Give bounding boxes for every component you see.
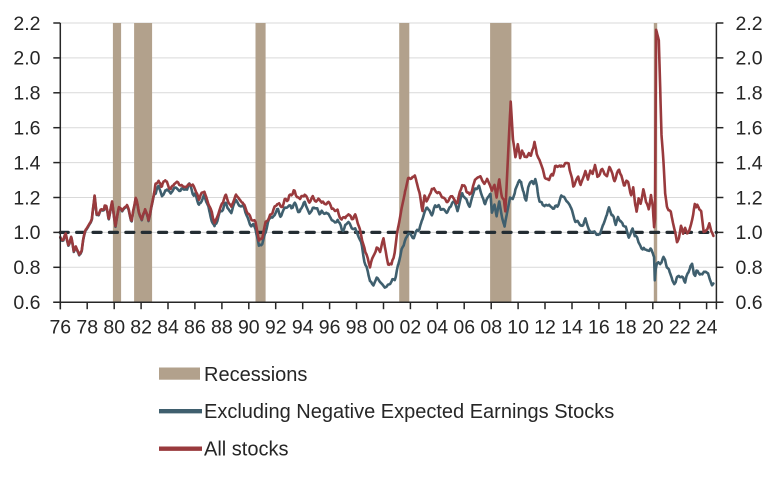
svg-text:86: 86 xyxy=(184,316,206,338)
svg-text:2.0: 2.0 xyxy=(736,48,763,70)
svg-text:14: 14 xyxy=(561,316,583,338)
svg-text:1.6: 1.6 xyxy=(736,118,763,140)
svg-text:0.6: 0.6 xyxy=(13,292,40,314)
svg-text:2.0: 2.0 xyxy=(13,48,40,70)
svg-text:Recessions: Recessions xyxy=(204,364,307,386)
svg-text:88: 88 xyxy=(211,316,233,338)
svg-text:1.6: 1.6 xyxy=(13,118,40,140)
svg-text:04: 04 xyxy=(426,316,448,338)
svg-text:90: 90 xyxy=(238,316,260,338)
svg-text:78: 78 xyxy=(76,316,98,338)
svg-text:16: 16 xyxy=(588,316,610,338)
svg-text:22: 22 xyxy=(669,316,691,338)
svg-text:12: 12 xyxy=(534,316,556,338)
svg-text:1.2: 1.2 xyxy=(736,187,763,209)
svg-text:1.8: 1.8 xyxy=(736,83,763,105)
svg-text:1.8: 1.8 xyxy=(13,83,40,105)
svg-text:00: 00 xyxy=(373,316,395,338)
svg-text:80: 80 xyxy=(103,316,125,338)
svg-text:1.0: 1.0 xyxy=(13,222,40,244)
svg-text:96: 96 xyxy=(319,316,341,338)
svg-text:0.6: 0.6 xyxy=(736,292,763,314)
svg-text:Excluding Negative Expected Ea: Excluding Negative Expected Earnings Sto… xyxy=(204,401,614,423)
svg-text:1.2: 1.2 xyxy=(13,187,40,209)
svg-text:02: 02 xyxy=(400,316,422,338)
svg-text:94: 94 xyxy=(292,316,314,338)
svg-text:1.4: 1.4 xyxy=(13,152,40,174)
svg-text:06: 06 xyxy=(453,316,475,338)
svg-text:84: 84 xyxy=(157,316,179,338)
svg-text:All stocks: All stocks xyxy=(204,439,288,461)
svg-text:18: 18 xyxy=(615,316,637,338)
svg-text:82: 82 xyxy=(130,316,152,338)
svg-text:10: 10 xyxy=(507,316,529,338)
svg-text:08: 08 xyxy=(480,316,502,338)
svg-text:98: 98 xyxy=(346,316,368,338)
svg-text:0.8: 0.8 xyxy=(13,257,40,279)
svg-text:1.0: 1.0 xyxy=(736,222,763,244)
svg-text:20: 20 xyxy=(642,316,664,338)
svg-text:2.2: 2.2 xyxy=(736,13,763,35)
svg-text:1.4: 1.4 xyxy=(736,152,763,174)
svg-text:2.2: 2.2 xyxy=(13,13,40,35)
svg-text:24: 24 xyxy=(696,316,718,338)
svg-text:0.8: 0.8 xyxy=(736,257,763,279)
svg-text:76: 76 xyxy=(49,316,71,338)
svg-text:92: 92 xyxy=(265,316,287,338)
